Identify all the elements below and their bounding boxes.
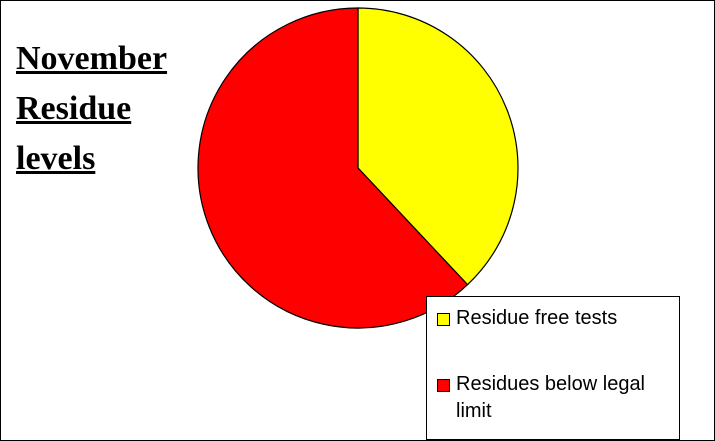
legend-item: Residue free tests [437, 307, 671, 332]
chart-title: November Residue levels [16, 40, 168, 177]
legend-label: Residues below legal limit [456, 373, 646, 422]
legend-swatch [437, 313, 450, 326]
legend-item: Residues below legal limit [437, 373, 671, 425]
legend-label: Residue free tests [456, 307, 618, 329]
pie-slice [197, 7, 469, 329]
legend-swatch [437, 379, 450, 392]
legend: Residue free tests Residues below legal l… [426, 296, 680, 440]
pie-slice [357, 7, 519, 286]
